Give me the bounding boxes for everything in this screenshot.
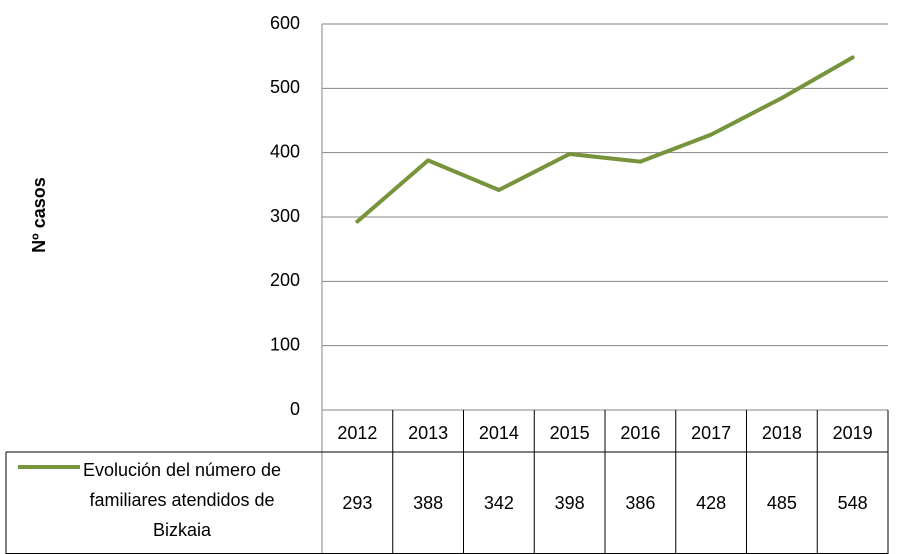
table-value: 548: [838, 493, 868, 513]
y-tick-label: 500: [270, 77, 300, 97]
table-value: 293: [342, 493, 372, 513]
x-tick-label: 2019: [833, 423, 873, 443]
table-value: 386: [625, 493, 655, 513]
x-tick-label: 2013: [408, 423, 448, 443]
x-tick-label: 2012: [337, 423, 377, 443]
x-tick-label: 2018: [762, 423, 802, 443]
y-axis-label: Nº casos: [29, 177, 49, 253]
x-tick-label: 2016: [620, 423, 660, 443]
y-tick-label: 300: [270, 206, 300, 226]
legend-label: Evolución del número de familiares atend…: [82, 460, 282, 540]
x-tick-label: 2014: [479, 423, 519, 443]
table-value: 428: [696, 493, 726, 513]
table-value: 388: [413, 493, 443, 513]
x-tick-label: 2017: [691, 423, 731, 443]
table-value: 342: [484, 493, 514, 513]
table-value: 398: [555, 493, 585, 513]
y-tick-label: 100: [270, 334, 300, 354]
x-tick-label: 2015: [550, 423, 590, 443]
y-tick-label: 0: [290, 399, 300, 419]
y-tick-label: 600: [270, 13, 300, 33]
y-tick-label: 400: [270, 141, 300, 161]
table-value: 485: [767, 493, 797, 513]
series-line: [355, 55, 855, 224]
y-tick-label: 200: [270, 270, 300, 290]
